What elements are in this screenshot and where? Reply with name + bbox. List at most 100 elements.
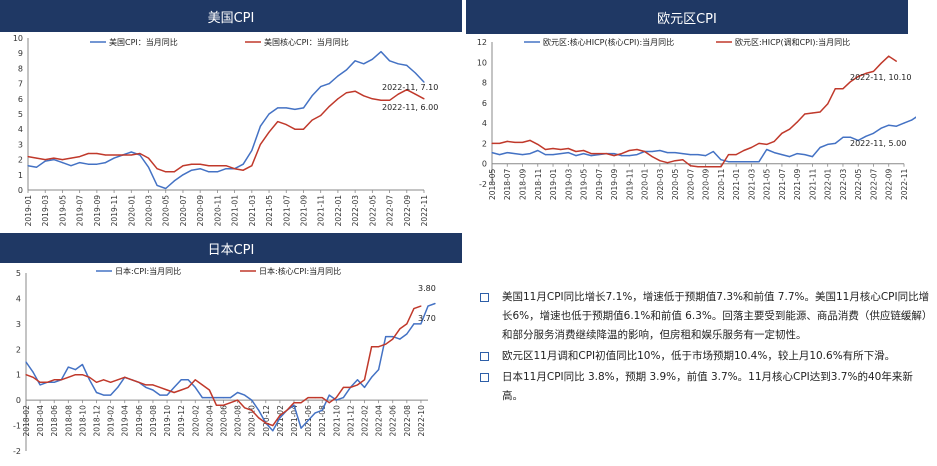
series-1-point xyxy=(335,397,337,399)
legend-label-1: 欧元区:HICP(调和CPI):当月同比 xyxy=(735,37,850,47)
series-1-point xyxy=(87,152,89,155)
x-tick-label: 2021-09 xyxy=(299,195,308,227)
x-tick-label: 2019-10 xyxy=(163,405,172,437)
series-0-point xyxy=(712,150,714,153)
series-1-point xyxy=(258,417,260,419)
series-1-point xyxy=(190,163,193,165)
series-1-point xyxy=(122,154,124,156)
series-1-point xyxy=(811,112,814,114)
note-us-text: 美国11月CPI同比增长7.1%，增速低于预期值7.3%和前值 7.7%。美国1… xyxy=(502,291,930,341)
series-1-point xyxy=(36,157,38,159)
series-1-point xyxy=(215,404,218,406)
series-1-point xyxy=(234,168,236,170)
series-0-point xyxy=(804,153,806,156)
x-tick-label: 2020-05 xyxy=(671,168,680,200)
series-1-point xyxy=(79,155,81,158)
legend-label-1: 日本:核心CPI:当月同比 xyxy=(259,266,341,276)
series-1-point xyxy=(537,143,539,146)
x-tick-label: 2018-02 xyxy=(22,405,31,437)
series-1-point xyxy=(302,128,305,130)
annotation-0: 3.80 xyxy=(418,284,436,293)
series-1-point xyxy=(613,155,615,157)
x-tick-label: 2020-11 xyxy=(717,168,726,200)
series-1-point xyxy=(354,90,356,92)
x-tick-label: 2021-12 xyxy=(346,405,355,437)
series-1-point xyxy=(529,139,531,141)
series-1-point xyxy=(139,152,141,155)
series-0-point xyxy=(423,81,425,83)
x-tick-label: 2022-09 xyxy=(885,168,894,200)
y-tick-label: 2 xyxy=(16,345,21,354)
series-1-point xyxy=(857,75,859,78)
x-tick-label: 2021-05 xyxy=(763,168,772,200)
series-0-point xyxy=(279,417,281,419)
series-0-point xyxy=(225,168,227,170)
series-1-point xyxy=(208,389,210,391)
series-1-point xyxy=(70,157,72,159)
series-1-point xyxy=(872,70,875,73)
series-1-point xyxy=(521,141,524,144)
x-tick-label: 2021-10 xyxy=(332,405,341,437)
series-0-point xyxy=(258,409,260,411)
x-tick-label: 2018-12 xyxy=(93,405,102,437)
series-0-point xyxy=(130,151,132,153)
x-tick-label: 2021-03 xyxy=(747,168,756,200)
series-0-point xyxy=(385,335,387,338)
x-tick-label: 2022-02 xyxy=(361,405,370,437)
series-1-point xyxy=(251,409,253,411)
series-1-point xyxy=(689,165,691,167)
series-1-point xyxy=(750,146,753,149)
series-1-point xyxy=(766,143,768,146)
series-1-point xyxy=(159,386,161,389)
series-1-point xyxy=(712,166,714,168)
series-1-point xyxy=(244,407,246,409)
series-1-point xyxy=(286,409,288,411)
series-0-point xyxy=(750,161,753,163)
series-0-point xyxy=(110,394,112,396)
series-0-point xyxy=(434,302,436,305)
legend-label-1: 美国核心CPI：当月同比 xyxy=(264,37,349,47)
series-0-point xyxy=(705,155,707,157)
x-tick-label: 2021-03 xyxy=(248,195,257,227)
series-0-point xyxy=(173,386,175,389)
y-tick-label: -2 xyxy=(13,447,21,456)
y-tick-label: 7 xyxy=(18,80,23,89)
y-tick-label: 10 xyxy=(13,34,23,43)
series-1-point xyxy=(147,157,150,159)
series-1-point xyxy=(743,149,745,152)
series-0-point xyxy=(95,391,98,394)
series-1-point xyxy=(272,424,274,427)
series-0-point xyxy=(166,394,168,396)
series-1-point xyxy=(265,422,267,424)
legend-label-0: 欧元区:核心HICP(核心CPI):当月同比 xyxy=(543,37,674,47)
x-tick-label: 2019-07 xyxy=(76,195,85,227)
series-1-point xyxy=(371,98,373,100)
series-0-point xyxy=(552,153,554,156)
y-tick-label: 9 xyxy=(18,49,23,58)
x-tick-label: 2021-07 xyxy=(282,195,291,227)
series-1-point xyxy=(880,62,882,64)
x-tick-label: 2021-05 xyxy=(265,195,274,227)
series-0-point xyxy=(636,153,638,156)
series-1-point xyxy=(236,399,239,401)
series-0-point xyxy=(117,386,119,389)
series-0-point xyxy=(880,127,882,129)
bullet-square-icon xyxy=(480,293,489,302)
series-1-point xyxy=(320,114,322,117)
series-0-point xyxy=(307,419,309,422)
series-1-point xyxy=(96,152,98,155)
series-0-point xyxy=(766,148,768,151)
series-1-point xyxy=(251,165,253,167)
eu-cpi-chart: -2 0 2 4 6 8 10 12 2018-05 2018-07 2018-09 2018-11 2… xyxy=(477,37,916,200)
series-1-point xyxy=(117,379,119,381)
series-0-point xyxy=(682,152,684,155)
y-tick-label: 6 xyxy=(18,95,23,104)
bullet-square-icon xyxy=(480,352,489,361)
series-1-point xyxy=(194,379,196,381)
x-tick-label: 2020-09 xyxy=(196,195,205,227)
x-tick-label: 2018-05 xyxy=(488,168,497,200)
x-tick-label: 2020-11 xyxy=(213,195,222,227)
series-1-point xyxy=(104,154,107,156)
series-0-point xyxy=(311,95,313,97)
series-line-0 xyxy=(491,116,916,163)
